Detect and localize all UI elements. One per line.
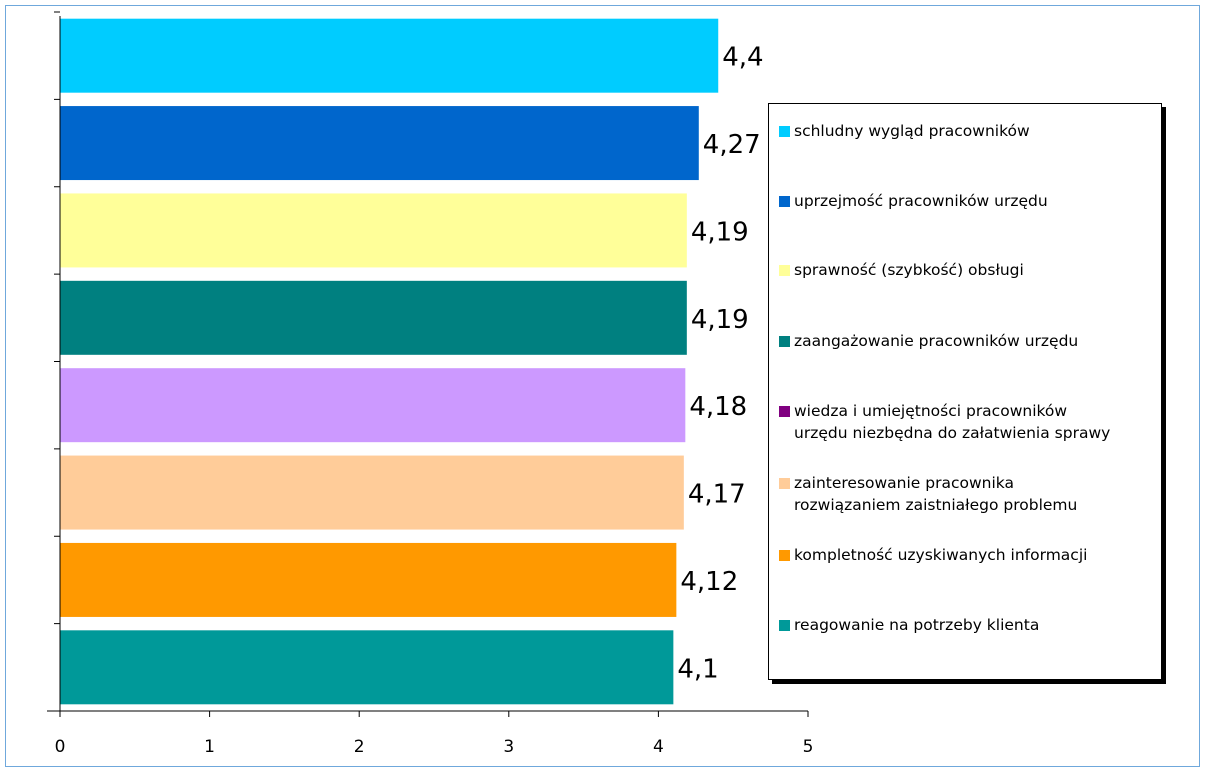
legend-swatch <box>779 196 790 207</box>
legend-item: schludny wygląd pracowników <box>779 120 1030 142</box>
legend-label: sprawność (szybkość) obsługi <box>794 261 1024 279</box>
legend-label: reagowanie na potrzeby klienta <box>794 616 1040 634</box>
data-label: 4,4 <box>722 43 763 73</box>
data-label: 4,12 <box>680 567 738 597</box>
legend-swatch <box>779 478 790 489</box>
x-tick-label: 3 <box>503 737 514 757</box>
bar <box>60 455 684 530</box>
bar <box>60 368 686 443</box>
data-label: 4,17 <box>688 480 746 510</box>
data-label: 4,1 <box>677 654 718 684</box>
x-tick-label: 0 <box>55 737 66 757</box>
data-label: 4,19 <box>691 217 749 247</box>
bar <box>60 193 687 268</box>
legend-item: sprawność (szybkość) obsługi <box>779 259 1024 281</box>
legend-item: reagowanie na potrzeby klienta <box>779 614 1039 636</box>
bar <box>60 280 687 355</box>
legend-swatch <box>779 265 790 276</box>
bar <box>60 18 719 93</box>
legend-label: uprzejmość pracowników urzędu <box>794 192 1048 210</box>
legend-label: schludny wygląd pracowników <box>794 122 1030 140</box>
legend-label: wiedza i umiejętności pracowników urzędu… <box>794 402 1111 442</box>
x-tick-label: 5 <box>803 737 814 757</box>
legend-item: zaangażowanie pracowników urzędu <box>779 330 1078 352</box>
legend-swatch <box>779 126 790 137</box>
data-label: 4,19 <box>691 305 749 335</box>
legend-swatch <box>779 620 790 631</box>
data-label: 4,27 <box>703 130 761 160</box>
legend-item: kompletność uzyskiwanych informacji <box>779 544 1087 566</box>
legend-item: wiedza i umiejętności pracowników urzędu… <box>779 400 1110 444</box>
bar <box>60 542 677 617</box>
x-tick-label: 2 <box>354 737 365 757</box>
bar <box>60 106 699 181</box>
data-label: 4,18 <box>689 392 747 422</box>
x-tick-label: 4 <box>653 737 664 757</box>
legend-swatch <box>779 406 790 417</box>
legend-item: zainteresowanie pracownika rozwiązaniem … <box>779 472 1077 516</box>
legend-swatch <box>779 336 790 347</box>
legend-label: kompletność uzyskiwanych informacji <box>794 546 1088 564</box>
chart-legend: schludny wygląd pracowników uprzejmość pr… <box>768 103 1162 680</box>
x-tick-label: 1 <box>204 737 215 757</box>
legend-swatch <box>779 550 790 561</box>
legend-label: zainteresowanie pracownika rozwiązaniem … <box>794 474 1078 514</box>
legend-label: zaangażowanie pracowników urzędu <box>794 332 1079 350</box>
bar <box>60 630 674 705</box>
legend-item: uprzejmość pracowników urzędu <box>779 190 1048 212</box>
